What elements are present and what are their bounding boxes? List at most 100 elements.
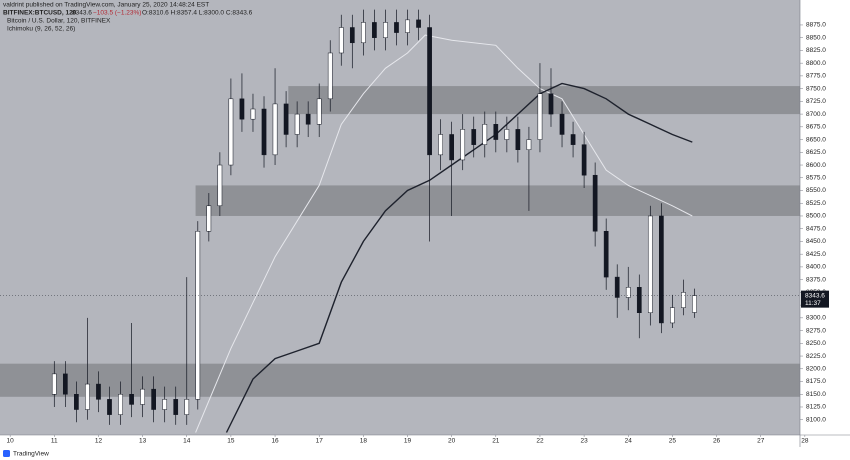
candle-body [681, 292, 686, 308]
candle-body [515, 129, 521, 151]
candle-body [316, 98, 322, 125]
candle-body [614, 276, 620, 298]
x-tick-label: 14 [183, 438, 191, 445]
candle-body [206, 205, 212, 232]
candle-body [405, 19, 410, 33]
x-tick-label: 24 [625, 438, 633, 445]
y-tick-label: 8625.0 [806, 149, 826, 156]
candle-body [162, 399, 168, 410]
y-tick-label: 8600.0 [806, 162, 826, 169]
y-tick-label: 8400.0 [806, 264, 826, 271]
change: −103.5 (−1.23%) [93, 10, 141, 17]
candle-body [228, 98, 234, 166]
y-tick-label: 8650.0 [806, 136, 826, 143]
candle-body [96, 383, 101, 400]
candle-body [625, 287, 631, 298]
author-line: valdrint published on TradingView.com, J… [3, 2, 209, 9]
candle-body [173, 399, 179, 415]
candle-body [548, 93, 554, 115]
y-tick-label: 8475.0 [806, 225, 826, 232]
y-tick-label: 8575.0 [806, 174, 826, 181]
candle-body [570, 134, 576, 145]
candle-body [526, 139, 532, 151]
candle-body [692, 295, 697, 313]
candle-body [416, 19, 421, 28]
candle-body [305, 113, 311, 125]
y-tick-label: 8250.0 [806, 340, 826, 347]
candle-body [427, 27, 432, 156]
candle-body [636, 287, 642, 314]
y-tick-label: 8525.0 [806, 200, 826, 207]
candle-body [184, 399, 190, 415]
x-tick-label: 16 [271, 438, 279, 445]
candle-body [449, 134, 455, 161]
ohlc: O:8310.6 H:8357.4 L:8300.0 C:8343.6 [142, 10, 253, 17]
candle-body [140, 388, 145, 405]
candle-body [361, 22, 366, 44]
y-tick-label: 8700.0 [806, 111, 826, 118]
x-tick-label: 15 [227, 438, 235, 445]
candle-body [603, 231, 609, 278]
y-tick-label: 8750.0 [806, 85, 826, 92]
candle-body [239, 98, 245, 120]
brand-logo [3, 450, 10, 457]
candle-body [482, 124, 488, 145]
y-tick-label: 8775.0 [806, 73, 826, 80]
y-tick-label: 8725.0 [806, 98, 826, 105]
y-tick-label: 8850.0 [806, 34, 826, 41]
x-tick-label: 19 [404, 438, 412, 445]
ichimoku-line [195, 34, 693, 433]
y-tick-label: 8425.0 [806, 251, 826, 258]
y-tick-label: 8375.0 [806, 276, 826, 283]
candle-body [471, 129, 477, 145]
candle-body [504, 129, 510, 140]
support-resistance-zone [195, 185, 800, 216]
y-tick-label: 8800.0 [806, 60, 826, 67]
x-tick-label: 10 [7, 438, 15, 445]
y-tick-label: 8275.0 [806, 327, 826, 334]
candle-body [283, 103, 289, 135]
x-tick-label: 27 [757, 438, 765, 445]
plot-background [0, 0, 800, 435]
candle-body [118, 394, 123, 415]
candle-body [294, 113, 300, 135]
candle-body [85, 383, 90, 410]
y-tick-label: 8500.0 [806, 213, 826, 220]
y-tick-label: 8825.0 [806, 47, 826, 54]
x-tick-label: 23 [580, 438, 588, 445]
x-tick-label: 17 [316, 438, 324, 445]
candle-body [195, 231, 201, 400]
y-tick-label: 8100.0 [806, 416, 826, 423]
candle-body [460, 129, 466, 161]
y-tick-label: 8125.0 [806, 404, 826, 411]
candle-body [493, 124, 499, 140]
support-resistance-zone [0, 363, 800, 397]
x-tick-label: 26 [713, 438, 721, 445]
candle-body [383, 22, 388, 38]
y-tick-label: 8225.0 [806, 353, 826, 360]
candle-body [261, 108, 267, 156]
y-tick-label: 8300.0 [806, 315, 826, 322]
symbol: BITFINEX:BTCUSD, 120 [3, 10, 77, 17]
indicator: Ichimoku (9, 26, 52, 26) [7, 26, 75, 33]
y-tick-label: 8675.0 [806, 124, 826, 131]
x-tick-label: 13 [139, 438, 147, 445]
candle-body [372, 22, 377, 38]
y-tick-label: 8450.0 [806, 238, 826, 245]
x-tick-label: 18 [360, 438, 368, 445]
candle-body [647, 215, 653, 314]
brand: TradingView [13, 451, 49, 458]
x-tick-label: 28 [801, 438, 809, 445]
candle-body [62, 373, 68, 395]
x-tick-label: 25 [669, 438, 677, 445]
y-tick-label: 8175.0 [806, 378, 826, 385]
candle-body [438, 134, 443, 156]
x-tick-label: 12 [95, 438, 103, 445]
x-tick-label: 20 [448, 438, 456, 445]
candle-body [349, 27, 355, 44]
candle-body [537, 93, 543, 140]
candle-body [129, 394, 134, 405]
y-tick-label: 8875.0 [806, 22, 826, 29]
candle-body [559, 113, 565, 135]
candle-body [581, 144, 587, 176]
